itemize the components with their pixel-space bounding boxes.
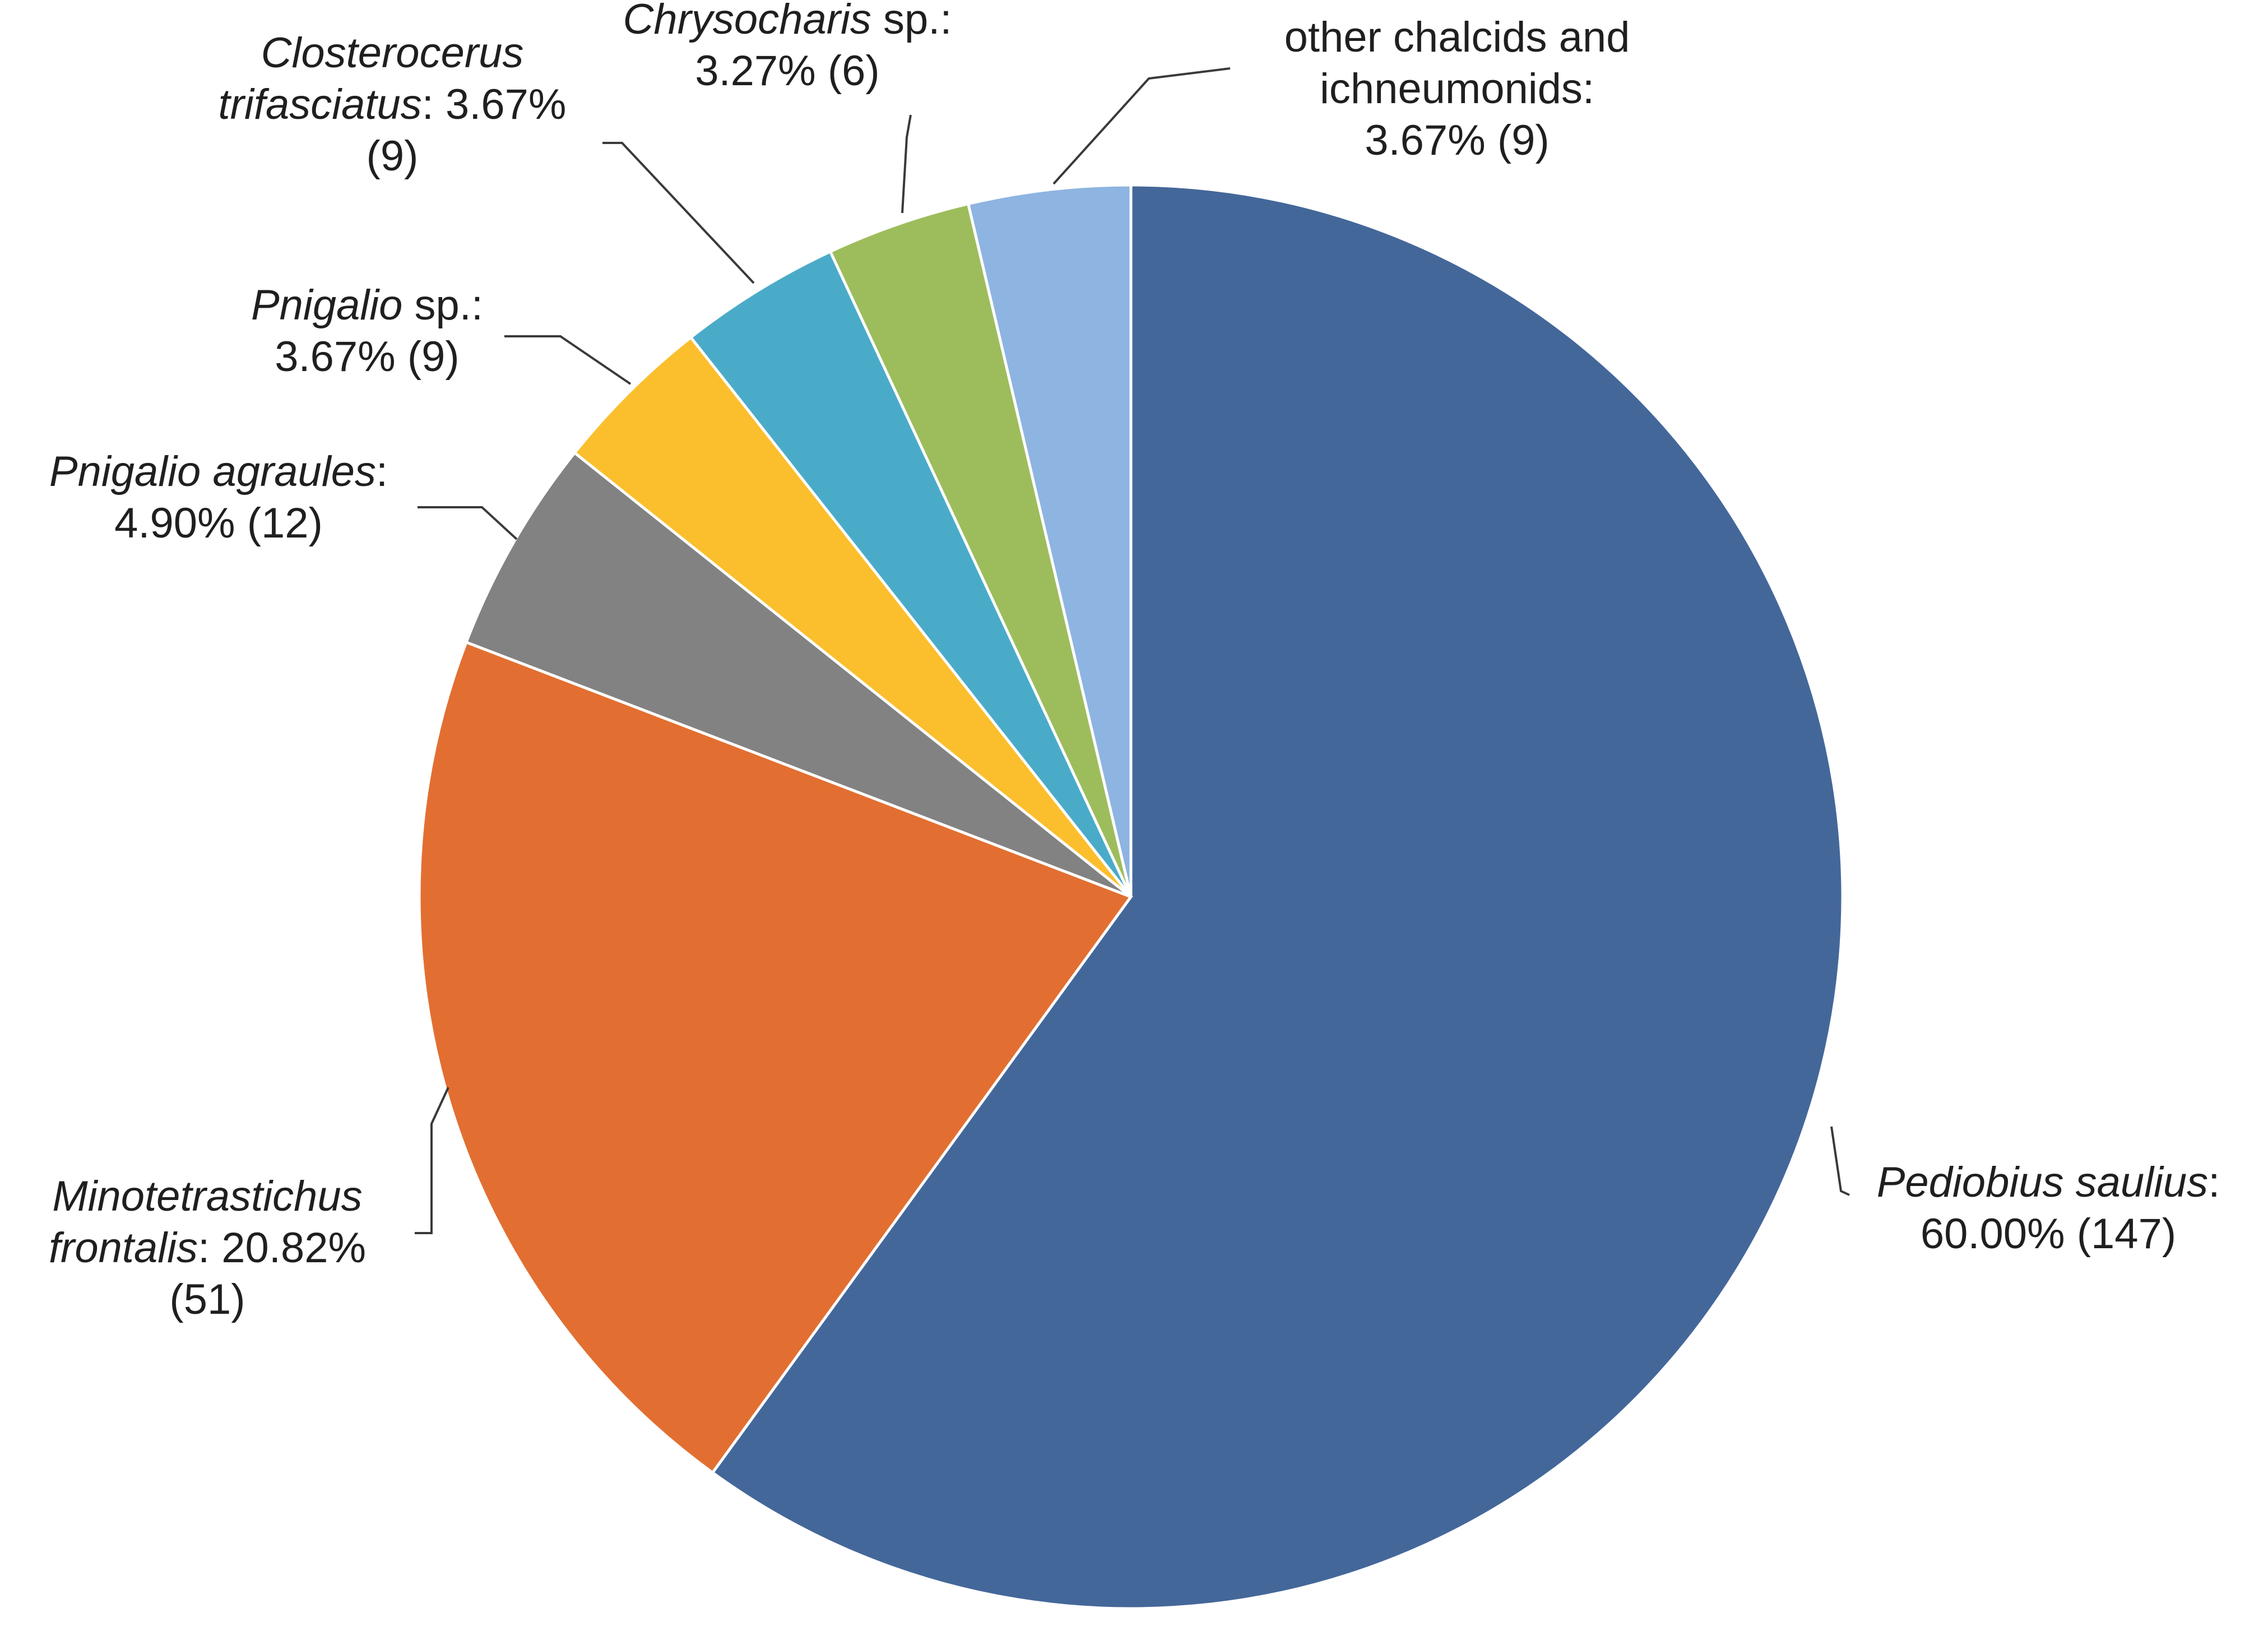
pie-slice-other-chalcids-and-ichneumonids [966, 183, 1133, 897]
slice-label-minotetrastichus-frontalis: Minotetrastichus frontalis: 20.82% (51) [49, 1173, 366, 1323]
slice-label-part: Pnigalio [251, 281, 402, 329]
pie-slice-pnigalio-sp [572, 335, 1132, 898]
slice-label-part: : 3.67% [422, 81, 567, 128]
leader-line-pnigalio-agraules [418, 506, 518, 540]
slice-label-pnigalio-agraules: Pnigalio agraules: 4.90% (12) [49, 448, 388, 547]
slice-label-chrysocharis-sp: Chrysocharis sp.: 3.27% (6) [623, 0, 952, 95]
pie-slice-closterocerus-trifasciatus [689, 249, 1133, 898]
pie-slice-minotetrastichus-frontalis [418, 640, 1133, 1475]
slice-label-part: sp.: [402, 281, 483, 329]
slice-label-closterocerus-trifasciatus: Closterocerus trifasciatus: 3.67% (9) [219, 29, 567, 180]
slice-label-part: (51) [169, 1276, 245, 1323]
slice-label-part: ichneumonids: [1320, 65, 1594, 113]
pie-slice-chrysocharis-sp [828, 202, 1133, 898]
slice-label-part: : 20.82% [198, 1224, 366, 1272]
slice-label-part: (9) [367, 132, 419, 180]
slice-label-part: 60.00% (147) [1921, 1210, 2176, 1258]
slice-label-part: Minotetrastichus [52, 1173, 362, 1220]
slice-label-pediobius-saulius: Pediobius saulius: 60.00% (147) [1877, 1159, 2220, 1258]
slice-label-part: 3.27% (6) [695, 47, 880, 95]
slice-label-part: : [376, 448, 388, 495]
slice-labels: Pediobius saulius: 60.00% (147)Minotetras… [49, 0, 2220, 1323]
slice-label-pnigalio-sp: Pnigalio sp.: 3.67% (9) [251, 281, 483, 381]
slice-label-part: Pediobius saulius [1877, 1159, 2209, 1206]
slice-label-part: sp.: [871, 0, 952, 43]
slice-label-other-chalcids-and-ichneumonids: other chalcids and ichneumonids: 3.67% (9) [1284, 13, 1630, 164]
pie-slice-pediobius-saulius [711, 183, 1844, 1610]
slice-label-part: frontalis [49, 1224, 198, 1272]
pie-slice-pnigalio-agraules [464, 451, 1132, 898]
leader-line-minotetrastichus-frontalis [415, 1087, 449, 1234]
leader-line-pediobius-saulius [1830, 1126, 1850, 1196]
slice-label-part: : [2208, 1159, 2220, 1206]
leader-lines [415, 67, 1850, 1234]
slice-label-part: 3.67% (9) [275, 333, 460, 381]
slice-label-part: 3.67% (9) [1365, 117, 1550, 164]
leader-line-other-chalcids-and-ichneumonids [1052, 67, 1231, 185]
leader-line-closterocerus-trifasciatus [602, 142, 755, 284]
pie-slices [418, 183, 1844, 1610]
slice-label-part: Pnigalio agraules [49, 448, 376, 495]
slice-label-part: Closterocerus [261, 29, 524, 77]
leader-line-chrysocharis-sp [901, 114, 912, 214]
slice-label-part: trifasciatus [219, 81, 422, 128]
slice-label-part: Chrysocharis [623, 0, 871, 43]
leader-line-pnigalio-sp [504, 335, 632, 385]
slice-label-part: 4.90% (12) [114, 499, 323, 547]
slice-label-part: other chalcids and [1284, 13, 1630, 61]
